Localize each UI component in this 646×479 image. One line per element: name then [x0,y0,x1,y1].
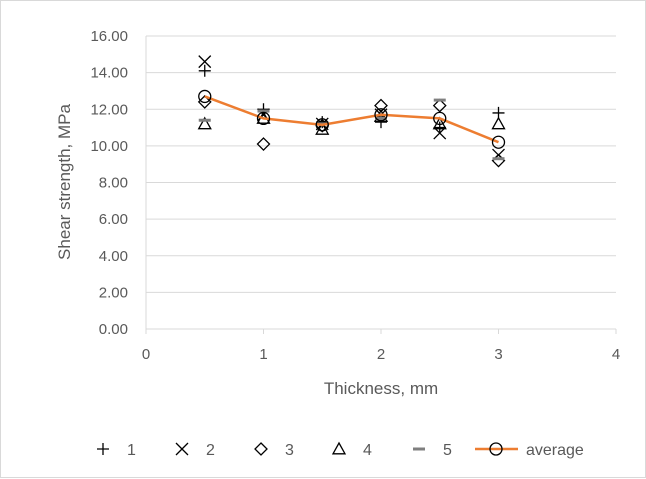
y-tick-label: 4.00 [99,248,128,265]
legend-marker [331,441,347,455]
data-point [256,111,271,126]
legend-item-2: 2 [175,442,215,459]
data-point [198,89,212,104]
average-line [204,95,499,144]
legend-label: average [526,442,584,459]
series-4 [197,109,506,135]
legend-label: 4 [363,442,372,459]
gridlines [146,35,616,330]
data-point [256,137,271,151]
legend-label: 1 [127,442,136,459]
legend-item-4: 4 [331,441,372,459]
legend-marker [254,442,268,456]
legend-item-average: average [475,442,584,459]
legend-item-1: 1 [97,442,136,459]
data-point [491,153,506,168]
x-tick-label: 0 [142,346,150,363]
x-axis-title: Thickness, mm [324,379,438,398]
data-point [491,135,506,149]
data-point [197,116,212,130]
legend-marker [489,442,503,456]
y-tick-label: 16.00 [90,28,128,45]
legend-label: 2 [206,442,215,459]
data-point [374,108,388,122]
legend-item-5: 5 [413,442,452,459]
y-tick-label: 2.00 [99,284,128,301]
y-tick-label: 6.00 [99,211,128,228]
data-point [197,95,212,109]
series-average [198,89,506,149]
y-tick-label: 10.00 [90,138,128,155]
y-axis-title: Shear strength, MPa [55,104,74,260]
series-1 [198,64,505,134]
x-tick-label: 1 [259,346,267,363]
y-tick-label: 14.00 [90,65,128,82]
x-tick-label: 3 [494,346,502,363]
data-point [315,118,329,132]
legend-label: 5 [443,442,452,459]
y-tick-label: 8.00 [99,175,128,192]
legend-label: 3 [285,442,294,459]
data-point [315,122,330,135]
axes: 0.00 2.00 4.00 6.00 8.00 10.00 12.00 14.00 16.00… [90,28,620,363]
data-point [432,98,447,113]
legend-marker [97,443,109,455]
legend: 1 2 3 4 5 average [97,441,584,459]
series-2 [198,55,505,162]
x-tick-label: 4 [612,346,620,363]
data-point [198,64,211,77]
data-point [198,55,212,69]
y-tick-label: 0.00 [99,321,128,338]
data-point [433,121,446,134]
legend-marker [175,442,189,456]
data-point [491,116,506,130]
y-tick-label: 12.00 [90,101,128,118]
data-point [433,111,447,126]
x-tick-label: 2 [377,346,385,363]
legend-item-3: 3 [254,442,294,459]
plot-series [197,55,506,168]
series-3 [197,95,506,168]
